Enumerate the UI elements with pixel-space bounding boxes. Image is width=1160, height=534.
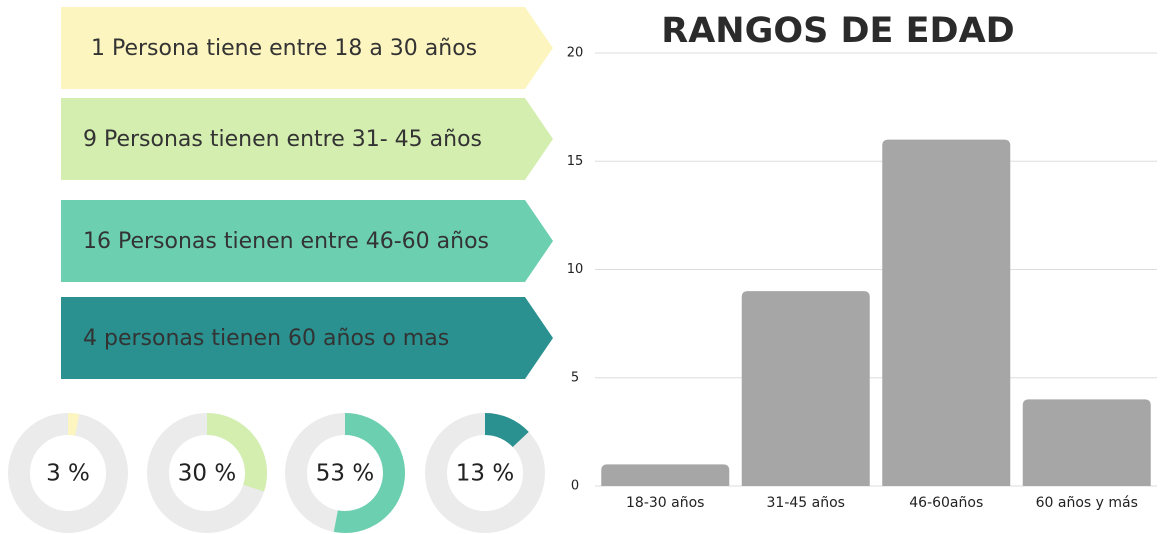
x-tick-label: 60 años y más: [1036, 495, 1138, 511]
banner: [61, 297, 553, 379]
donut-label: 53 %: [316, 461, 374, 487]
y-tick-label: 5: [571, 370, 579, 385]
bar: [741, 291, 870, 486]
donut-label: 13 %: [456, 461, 514, 487]
bar: [1022, 399, 1151, 486]
y-tick-label: 10: [567, 262, 584, 277]
donut-label: 30 %: [178, 461, 236, 487]
chart-title: RANGOS DE EDAD: [661, 11, 1014, 51]
banner-text: 1 Persona tiene entre 18 a 30 años: [91, 36, 477, 61]
banner-text: 9 Personas tienen entre 31- 45 años: [83, 127, 482, 152]
donut-arc: [333, 413, 405, 533]
x-tick-label: 46-60años: [909, 495, 983, 511]
banner-text: 16 Personas tienen entre 46-60 años: [83, 229, 489, 254]
donut-arc: [67, 413, 80, 436]
banner-text: 4 personas tienen 60 años o mas: [83, 326, 449, 351]
x-tick-label: 18-30 años: [626, 495, 704, 511]
bar: [601, 464, 730, 486]
bar: [882, 139, 1011, 486]
donut-arc: [484, 413, 529, 448]
y-tick-label: 15: [567, 154, 584, 169]
banner: [61, 7, 553, 89]
y-tick-label: 0: [571, 479, 579, 494]
donut-label: 3 %: [46, 461, 90, 487]
y-tick-label: 20: [567, 46, 584, 61]
banner: [61, 98, 553, 180]
banner: [61, 200, 553, 282]
x-tick-label: 31-45 años: [767, 495, 845, 511]
donut-arc: [206, 413, 267, 492]
